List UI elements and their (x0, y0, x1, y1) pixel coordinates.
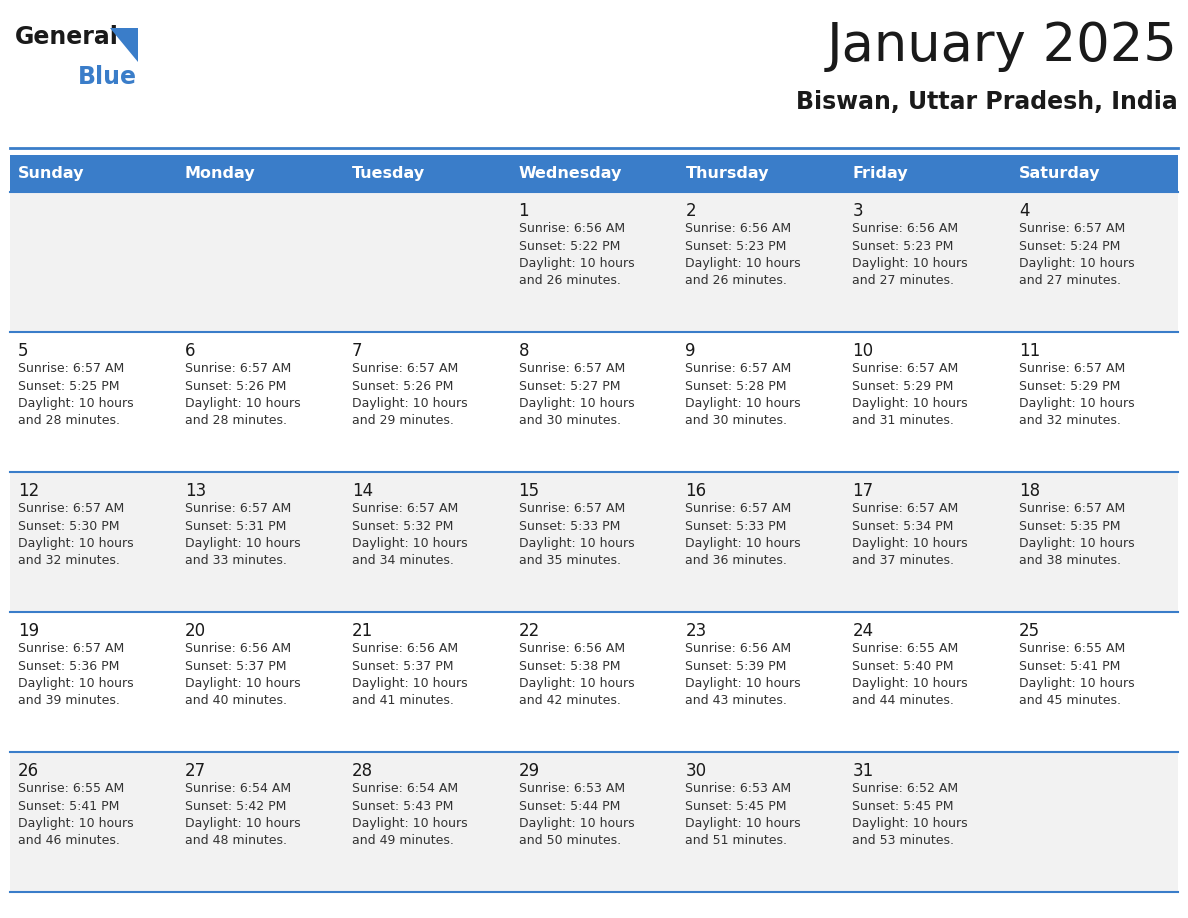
Text: 26: 26 (18, 762, 39, 780)
Text: 31: 31 (852, 762, 873, 780)
Text: Sunrise: 6:55 AM
Sunset: 5:41 PM
Daylight: 10 hours
and 45 minutes.: Sunrise: 6:55 AM Sunset: 5:41 PM Dayligh… (1019, 642, 1135, 708)
Text: Monday: Monday (185, 166, 255, 181)
Text: Wednesday: Wednesday (519, 166, 623, 181)
Text: Sunrise: 6:57 AM
Sunset: 5:32 PM
Daylight: 10 hours
and 34 minutes.: Sunrise: 6:57 AM Sunset: 5:32 PM Dayligh… (352, 502, 467, 567)
Text: 28: 28 (352, 762, 373, 780)
Bar (10, 612, 1178, 752)
Text: Sunrise: 6:57 AM
Sunset: 5:35 PM
Daylight: 10 hours
and 38 minutes.: Sunrise: 6:57 AM Sunset: 5:35 PM Dayligh… (1019, 502, 1135, 567)
Text: Sunrise: 6:56 AM
Sunset: 5:38 PM
Daylight: 10 hours
and 42 minutes.: Sunrise: 6:56 AM Sunset: 5:38 PM Dayligh… (519, 642, 634, 708)
Text: 6: 6 (185, 342, 195, 360)
Text: Sunrise: 6:57 AM
Sunset: 5:27 PM
Daylight: 10 hours
and 30 minutes.: Sunrise: 6:57 AM Sunset: 5:27 PM Dayligh… (519, 362, 634, 428)
Text: Sunday: Sunday (18, 166, 84, 181)
Bar (10, 192, 1178, 332)
Text: 9: 9 (685, 342, 696, 360)
Text: 4: 4 (1019, 202, 1030, 220)
Text: Sunrise: 6:54 AM
Sunset: 5:43 PM
Daylight: 10 hours
and 49 minutes.: Sunrise: 6:54 AM Sunset: 5:43 PM Dayligh… (352, 782, 467, 847)
Text: 23: 23 (685, 622, 707, 640)
Text: Biswan, Uttar Pradesh, India: Biswan, Uttar Pradesh, India (796, 90, 1178, 114)
Text: 18: 18 (1019, 482, 1041, 500)
Text: Sunrise: 6:57 AM
Sunset: 5:33 PM
Daylight: 10 hours
and 35 minutes.: Sunrise: 6:57 AM Sunset: 5:33 PM Dayligh… (519, 502, 634, 567)
Text: January 2025: January 2025 (827, 20, 1178, 72)
Text: 25: 25 (1019, 622, 1041, 640)
Text: 10: 10 (852, 342, 873, 360)
Text: Sunrise: 6:57 AM
Sunset: 5:33 PM
Daylight: 10 hours
and 36 minutes.: Sunrise: 6:57 AM Sunset: 5:33 PM Dayligh… (685, 502, 801, 567)
Text: 13: 13 (185, 482, 206, 500)
Bar (10, 472, 1178, 612)
Text: General: General (15, 25, 119, 49)
Text: 14: 14 (352, 482, 373, 500)
Bar (10, 155, 1178, 192)
Text: Sunrise: 6:57 AM
Sunset: 5:25 PM
Daylight: 10 hours
and 28 minutes.: Sunrise: 6:57 AM Sunset: 5:25 PM Dayligh… (18, 362, 133, 428)
Text: Sunrise: 6:56 AM
Sunset: 5:22 PM
Daylight: 10 hours
and 26 minutes.: Sunrise: 6:56 AM Sunset: 5:22 PM Dayligh… (519, 222, 634, 287)
Text: 17: 17 (852, 482, 873, 500)
Text: Sunrise: 6:57 AM
Sunset: 5:31 PM
Daylight: 10 hours
and 33 minutes.: Sunrise: 6:57 AM Sunset: 5:31 PM Dayligh… (185, 502, 301, 567)
Text: 19: 19 (18, 622, 39, 640)
Text: Sunrise: 6:57 AM
Sunset: 5:36 PM
Daylight: 10 hours
and 39 minutes.: Sunrise: 6:57 AM Sunset: 5:36 PM Dayligh… (18, 642, 133, 708)
Text: 5: 5 (18, 342, 29, 360)
Text: Sunrise: 6:53 AM
Sunset: 5:44 PM
Daylight: 10 hours
and 50 minutes.: Sunrise: 6:53 AM Sunset: 5:44 PM Dayligh… (519, 782, 634, 847)
Text: Sunrise: 6:54 AM
Sunset: 5:42 PM
Daylight: 10 hours
and 48 minutes.: Sunrise: 6:54 AM Sunset: 5:42 PM Dayligh… (185, 782, 301, 847)
Text: 29: 29 (519, 762, 539, 780)
Text: Sunrise: 6:55 AM
Sunset: 5:41 PM
Daylight: 10 hours
and 46 minutes.: Sunrise: 6:55 AM Sunset: 5:41 PM Dayligh… (18, 782, 133, 847)
Text: Sunrise: 6:52 AM
Sunset: 5:45 PM
Daylight: 10 hours
and 53 minutes.: Sunrise: 6:52 AM Sunset: 5:45 PM Dayligh… (852, 782, 968, 847)
Text: Sunrise: 6:57 AM
Sunset: 5:30 PM
Daylight: 10 hours
and 32 minutes.: Sunrise: 6:57 AM Sunset: 5:30 PM Dayligh… (18, 502, 133, 567)
Text: Sunrise: 6:57 AM
Sunset: 5:29 PM
Daylight: 10 hours
and 32 minutes.: Sunrise: 6:57 AM Sunset: 5:29 PM Dayligh… (1019, 362, 1135, 428)
Text: Sunrise: 6:57 AM
Sunset: 5:26 PM
Daylight: 10 hours
and 29 minutes.: Sunrise: 6:57 AM Sunset: 5:26 PM Dayligh… (352, 362, 467, 428)
Text: 20: 20 (185, 622, 206, 640)
Text: Sunrise: 6:55 AM
Sunset: 5:40 PM
Daylight: 10 hours
and 44 minutes.: Sunrise: 6:55 AM Sunset: 5:40 PM Dayligh… (852, 642, 968, 708)
Text: 21: 21 (352, 622, 373, 640)
Text: Thursday: Thursday (685, 166, 769, 181)
Text: Sunrise: 6:53 AM
Sunset: 5:45 PM
Daylight: 10 hours
and 51 minutes.: Sunrise: 6:53 AM Sunset: 5:45 PM Dayligh… (685, 782, 801, 847)
Polygon shape (110, 28, 138, 62)
Text: Friday: Friday (852, 166, 908, 181)
Text: 24: 24 (852, 622, 873, 640)
Text: Sunrise: 6:57 AM
Sunset: 5:29 PM
Daylight: 10 hours
and 31 minutes.: Sunrise: 6:57 AM Sunset: 5:29 PM Dayligh… (852, 362, 968, 428)
Text: 11: 11 (1019, 342, 1041, 360)
Text: 3: 3 (852, 202, 862, 220)
Text: 16: 16 (685, 482, 707, 500)
Bar (10, 332, 1178, 472)
Text: 27: 27 (185, 762, 206, 780)
Text: 30: 30 (685, 762, 707, 780)
Text: 15: 15 (519, 482, 539, 500)
Text: Sunrise: 6:56 AM
Sunset: 5:23 PM
Daylight: 10 hours
and 27 minutes.: Sunrise: 6:56 AM Sunset: 5:23 PM Dayligh… (852, 222, 968, 287)
Text: 2: 2 (685, 202, 696, 220)
Text: 12: 12 (18, 482, 39, 500)
Text: 7: 7 (352, 342, 362, 360)
Text: 22: 22 (519, 622, 539, 640)
Text: Sunrise: 6:56 AM
Sunset: 5:37 PM
Daylight: 10 hours
and 40 minutes.: Sunrise: 6:56 AM Sunset: 5:37 PM Dayligh… (185, 642, 301, 708)
Text: Saturday: Saturday (1019, 166, 1100, 181)
Text: Tuesday: Tuesday (352, 166, 425, 181)
Text: 8: 8 (519, 342, 529, 360)
Text: Sunrise: 6:57 AM
Sunset: 5:34 PM
Daylight: 10 hours
and 37 minutes.: Sunrise: 6:57 AM Sunset: 5:34 PM Dayligh… (852, 502, 968, 567)
Text: Sunrise: 6:56 AM
Sunset: 5:39 PM
Daylight: 10 hours
and 43 minutes.: Sunrise: 6:56 AM Sunset: 5:39 PM Dayligh… (685, 642, 801, 708)
Text: Sunrise: 6:56 AM
Sunset: 5:37 PM
Daylight: 10 hours
and 41 minutes.: Sunrise: 6:56 AM Sunset: 5:37 PM Dayligh… (352, 642, 467, 708)
Text: 1: 1 (519, 202, 529, 220)
Bar (10, 752, 1178, 892)
Text: Sunrise: 6:56 AM
Sunset: 5:23 PM
Daylight: 10 hours
and 26 minutes.: Sunrise: 6:56 AM Sunset: 5:23 PM Dayligh… (685, 222, 801, 287)
Text: Sunrise: 6:57 AM
Sunset: 5:28 PM
Daylight: 10 hours
and 30 minutes.: Sunrise: 6:57 AM Sunset: 5:28 PM Dayligh… (685, 362, 801, 428)
Text: Sunrise: 6:57 AM
Sunset: 5:24 PM
Daylight: 10 hours
and 27 minutes.: Sunrise: 6:57 AM Sunset: 5:24 PM Dayligh… (1019, 222, 1135, 287)
Text: Blue: Blue (78, 65, 137, 89)
Text: Sunrise: 6:57 AM
Sunset: 5:26 PM
Daylight: 10 hours
and 28 minutes.: Sunrise: 6:57 AM Sunset: 5:26 PM Dayligh… (185, 362, 301, 428)
